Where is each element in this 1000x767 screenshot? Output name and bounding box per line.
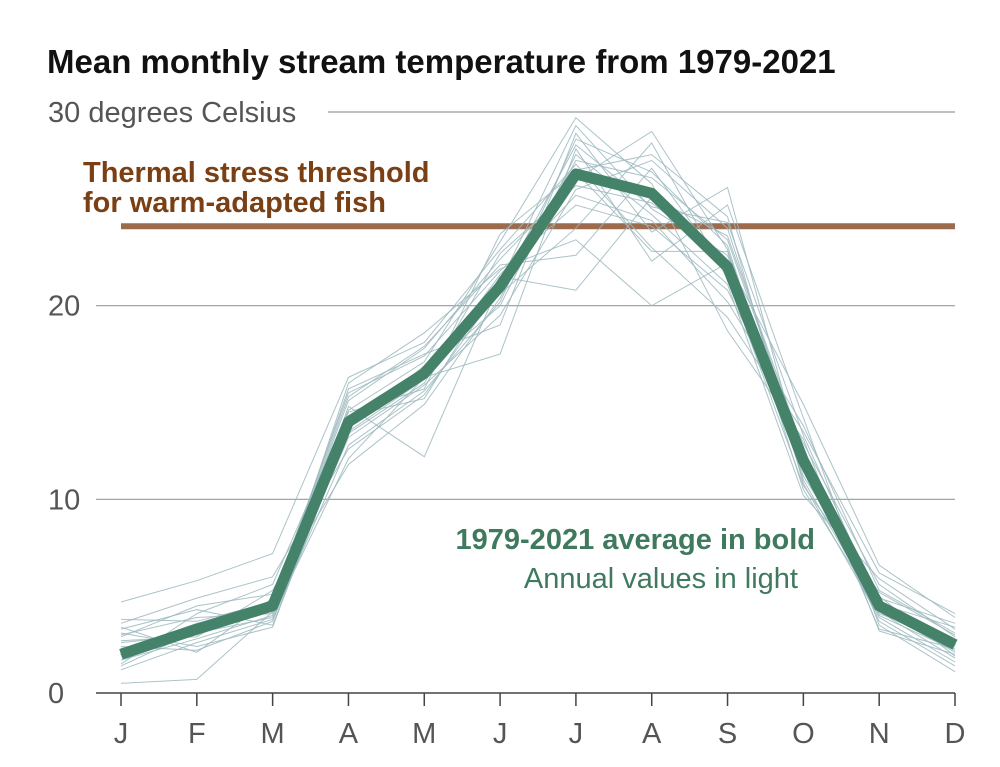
chart-title: Mean monthly stream temperature from 197… <box>47 43 836 80</box>
average-point <box>499 285 501 287</box>
legend-annual-label: Annual values in light <box>524 563 798 595</box>
annual-series-line <box>120 163 956 615</box>
average-point <box>423 372 425 374</box>
average-point <box>272 605 274 607</box>
annual-series-line <box>120 142 956 638</box>
annual-series-line <box>120 117 956 665</box>
x-tick-label: N <box>869 718 890 750</box>
annual-series-line <box>120 185 956 651</box>
x-tick-label: O <box>792 718 815 750</box>
x-tick-label: A <box>339 718 359 750</box>
average-point <box>878 605 880 607</box>
legend-average-label: 1979-2021 average in bold <box>456 524 815 556</box>
average-series-line <box>119 168 958 660</box>
x-tick-label: A <box>642 718 662 750</box>
x-tick-label: M <box>412 718 436 750</box>
threshold-label-line1: Thermal stress threshold <box>83 157 430 189</box>
average-series <box>119 168 958 660</box>
average-point <box>120 653 122 655</box>
average-point <box>802 460 804 462</box>
average-point <box>727 266 729 268</box>
annual-series-line <box>120 144 956 630</box>
average-point <box>196 628 198 630</box>
average-point <box>347 421 349 423</box>
average-point <box>575 173 577 175</box>
x-tick-label: J <box>569 718 584 750</box>
x-tick-label: D <box>945 718 966 750</box>
x-tick-label: J <box>493 718 508 750</box>
average-point <box>954 644 956 646</box>
x-tick-label: F <box>188 718 206 750</box>
x-tick-label: M <box>261 718 285 750</box>
x-tick-label: S <box>718 718 737 750</box>
average-point <box>651 192 653 194</box>
x-tick-label: J <box>114 718 129 750</box>
y-axis-tick-labels: 0 10 20 30 degrees Celsius <box>48 97 296 710</box>
threshold-label-line2: for warm-adapted fish <box>83 187 386 219</box>
y-tick-label-10: 10 <box>48 484 80 516</box>
y-tick-label-0: 0 <box>48 678 64 710</box>
y-tick-label-30: 30 degrees Celsius <box>48 97 296 129</box>
y-tick-label-20: 20 <box>48 291 80 323</box>
